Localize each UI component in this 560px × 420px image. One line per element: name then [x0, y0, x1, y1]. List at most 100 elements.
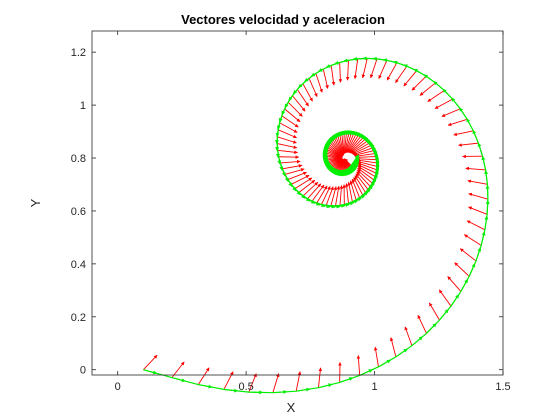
acceleration-vector [330, 65, 336, 86]
acceleration-vector [344, 158, 352, 166]
acceleration-vector [284, 108, 301, 123]
axes-box [91, 30, 504, 376]
acceleration-vector [315, 73, 323, 93]
acceleration-vector [339, 135, 345, 156]
axes: 0 0.5 1 1.5 0 0.2 0.4 0.6 0.8 1 1.2 [71, 30, 511, 393]
acceleration-vector [287, 101, 303, 117]
acceleration-vector [248, 373, 257, 393]
acceleration-vector [277, 149, 298, 155]
acceleration-vector [356, 171, 371, 187]
acceleration-vector [284, 168, 305, 175]
acceleration-vector [468, 192, 489, 200]
y-tick-label: 1.2 [71, 47, 86, 59]
acceleration-vector [353, 177, 364, 196]
acceleration-vector [373, 346, 379, 367]
acceleration-vector [287, 171, 307, 180]
acceleration-vector [197, 367, 210, 385]
acceleration-vector [419, 82, 436, 96]
acceleration-vector [378, 60, 388, 79]
acceleration-vector [463, 234, 482, 246]
acceleration-vector [352, 147, 373, 156]
acceleration-vector [143, 354, 158, 371]
acceleration-vector [302, 83, 313, 102]
acceleration-vector [298, 179, 316, 193]
acceleration-vector [322, 68, 329, 89]
acceleration-vector [428, 302, 440, 321]
acceleration-vector [352, 145, 371, 155]
x-tick-label: 0 [115, 381, 121, 393]
acceleration-vector [357, 164, 377, 174]
acceleration-vector [459, 248, 477, 262]
y-axis-label: Y [28, 198, 43, 207]
acceleration-vector [438, 289, 452, 307]
acceleration-vector [427, 90, 445, 102]
acceleration-vector [296, 89, 309, 107]
acceleration-vector [281, 115, 299, 128]
acceleration-vector [353, 58, 359, 80]
acceleration-vector [454, 262, 470, 277]
acceleration-vector [308, 78, 318, 97]
acceleration-vector [356, 169, 373, 184]
acceleration-vector [467, 179, 488, 185]
acceleration-vector [417, 314, 427, 334]
acceleration-vector [354, 175, 366, 193]
acceleration-vector [351, 178, 360, 198]
acceleration-vector [357, 165, 376, 177]
acceleration-vector [403, 70, 417, 87]
acceleration-vector [280, 159, 301, 164]
acceleration-vector [345, 60, 350, 81]
acceleration-vector [356, 355, 361, 376]
y-tick-label: 0.8 [71, 153, 86, 165]
x-tick-label: 0.5 [238, 381, 253, 393]
acceleration-vector [321, 186, 331, 205]
y-tick-label: 0.2 [71, 312, 86, 324]
acceleration-vector [361, 58, 368, 79]
acceleration-vector [311, 184, 325, 202]
acceleration-vector [404, 326, 413, 346]
acceleration-vector [338, 62, 343, 83]
acceleration-vector [307, 183, 322, 200]
acceleration-vector [339, 185, 344, 206]
acceleration-vector [468, 206, 488, 215]
acceleration-vector [441, 108, 461, 117]
y-tick-label: 1 [80, 100, 86, 112]
x-axis-label: X [287, 400, 296, 415]
acceleration-vector [335, 185, 341, 206]
acceleration-vector [341, 134, 346, 156]
acceleration-vector [386, 62, 398, 81]
acceleration-vector [356, 158, 377, 164]
acceleration-vector [343, 133, 350, 154]
acceleration-vector [317, 367, 323, 388]
acceleration-vector [411, 75, 427, 91]
acceleration-vector [453, 130, 474, 137]
acceleration-vector [347, 181, 353, 202]
velocity-vector [350, 154, 359, 167]
acceleration-vector [357, 167, 375, 181]
acceleration-vector [294, 177, 313, 189]
x-tick-label: 1.5 [495, 381, 510, 393]
acceleration-vector [316, 185, 328, 204]
trajectory-line [143, 57, 489, 394]
acceleration-vector [279, 122, 298, 133]
acceleration-vector [282, 164, 303, 170]
plot-background [92, 31, 503, 375]
acceleration-vector [434, 98, 453, 110]
vector-field [143, 56, 490, 395]
acceleration-vector [447, 276, 462, 292]
acceleration-vector [447, 118, 468, 127]
acceleration-vector [395, 65, 408, 83]
acceleration-vector [344, 183, 349, 204]
y-tick-label: 0 [80, 365, 86, 377]
acceleration-vector [278, 129, 297, 139]
acceleration-vector [277, 136, 297, 144]
acceleration-vector [465, 166, 486, 171]
acceleration-vector [351, 143, 370, 154]
acceleration-vector [355, 173, 369, 190]
acceleration-vector [291, 174, 310, 185]
acceleration-vector [355, 157, 377, 161]
acceleration-vector [369, 58, 378, 79]
acceleration-vector [342, 133, 347, 155]
acceleration-vector [330, 186, 337, 206]
